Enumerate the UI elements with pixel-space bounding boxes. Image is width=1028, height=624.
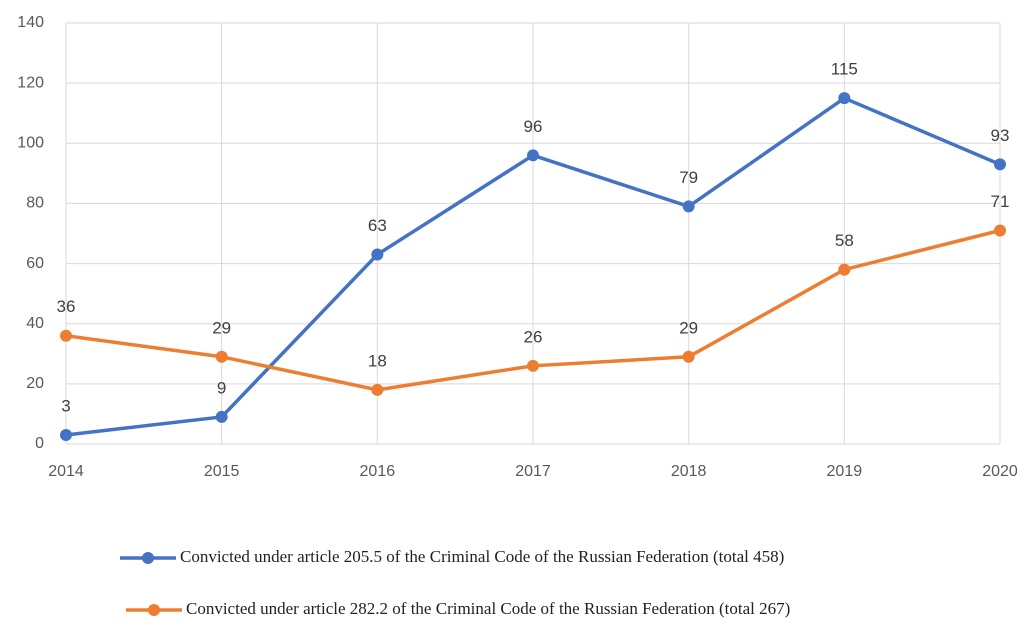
y-tick-label: 0 — [35, 435, 44, 452]
x-tick-label: 2018 — [671, 463, 707, 480]
point — [215, 350, 228, 363]
y-tick-label: 140 — [17, 14, 44, 31]
y-tick-label: 80 — [26, 195, 44, 212]
data-label: 96 — [524, 117, 543, 136]
y-tick-label: 40 — [26, 315, 44, 332]
point — [838, 92, 851, 105]
point — [682, 350, 695, 363]
point — [838, 263, 851, 276]
x-tick-label: 2017 — [515, 463, 551, 480]
legend-label: Convicted under article 282.2 of the Cri… — [186, 599, 790, 618]
data-label: 115 — [831, 60, 858, 79]
point — [60, 428, 72, 441]
x-tick-label: 2015 — [204, 463, 240, 480]
data-label: 71 — [991, 192, 1010, 211]
point — [527, 149, 539, 162]
data-label: 3 — [61, 396, 70, 415]
point — [994, 224, 1006, 237]
data-label: 18 — [368, 351, 387, 370]
y-tick-label: 100 — [17, 135, 44, 152]
point — [527, 359, 539, 372]
x-tick-label: 2020 — [982, 463, 1018, 480]
data-label: 79 — [679, 168, 698, 187]
point — [994, 158, 1006, 171]
y-tick-label: 60 — [26, 255, 44, 272]
point — [215, 410, 228, 423]
data-label: 9 — [217, 378, 226, 397]
x-tick-label: 2016 — [360, 463, 396, 480]
legend-marker — [148, 604, 160, 616]
y-tick-label: 20 — [26, 375, 44, 392]
data-label: 63 — [368, 216, 387, 235]
legend-marker — [142, 552, 154, 564]
point — [682, 200, 695, 213]
data-label: 29 — [679, 318, 698, 337]
point — [371, 248, 384, 261]
legend-label: Convicted under article 205.5 of the Cri… — [180, 547, 784, 566]
y-tick-label: 120 — [17, 74, 44, 91]
data-label: 26 — [524, 327, 543, 346]
point — [60, 329, 72, 342]
x-tick-label: 2014 — [48, 463, 84, 480]
data-label: 29 — [212, 318, 231, 337]
data-label: 58 — [835, 231, 854, 250]
point — [371, 383, 384, 396]
data-label: 93 — [991, 126, 1010, 145]
data-label: 36 — [57, 297, 76, 316]
x-tick-label: 2019 — [827, 463, 863, 480]
